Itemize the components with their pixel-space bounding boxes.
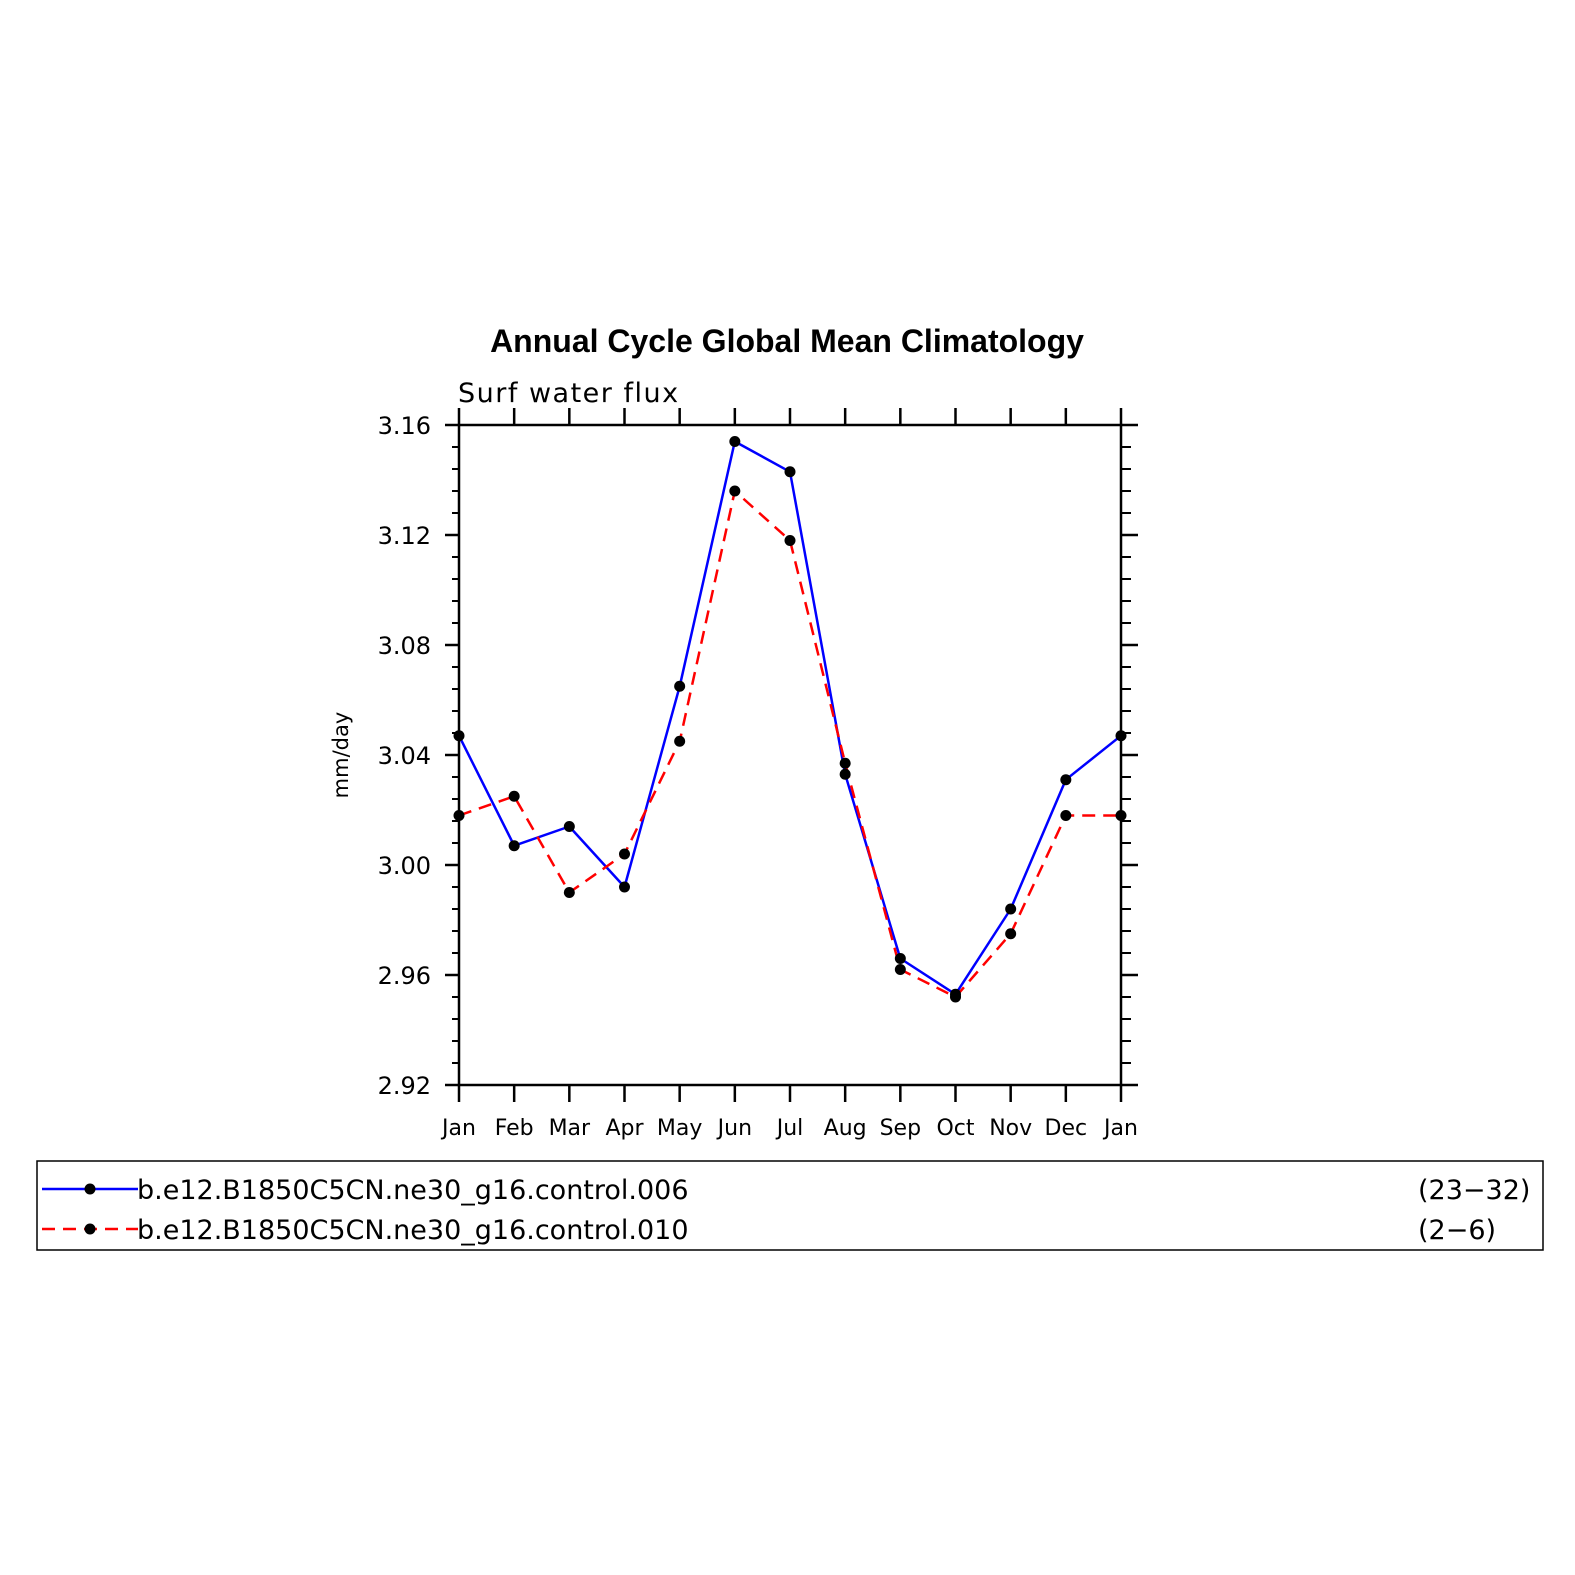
series-1-point: [784, 466, 796, 478]
series-2-point: [950, 991, 961, 1003]
y-axis-label: mm/day: [329, 712, 353, 799]
y-tick-label: 3.04: [378, 742, 431, 770]
x-tick-label: May: [657, 1116, 702, 1141]
series-1-point: [729, 436, 741, 447]
series-2-point: [563, 887, 575, 898]
legend-marker-1: [84, 1183, 96, 1195]
legend-marker-2: [84, 1223, 96, 1235]
legend-box: [36, 1160, 1544, 1251]
x-tick-label: Sep: [880, 1116, 921, 1141]
y-tick-label: 2.96: [378, 962, 431, 990]
series-2-point: [894, 964, 906, 975]
y-tick-label: 3.16: [378, 412, 431, 440]
x-tick-label: Aug: [824, 1116, 867, 1141]
chart-subtitle: Surf water flux: [458, 378, 680, 409]
x-tick-label: Nov: [989, 1116, 1032, 1141]
axis-ticks: [445, 408, 1138, 1102]
series-lines: [457, 440, 1122, 999]
x-tick-label: Feb: [495, 1116, 534, 1141]
series-1-point: [674, 680, 686, 692]
x-tick-label: Jan: [1102, 1116, 1138, 1141]
plot-frame: [457, 423, 1123, 1087]
series-2-point: [674, 735, 686, 747]
series-1-point: [894, 953, 906, 964]
tick-labels: 2.92 2.96 3.00 3.04 3.08 3.12 3.16 Jan Feb Mar Apr…: [378, 412, 1138, 1141]
x-tick-label: Jul: [775, 1116, 804, 1141]
legend-years-2: (2−6): [1418, 1215, 1496, 1246]
series-line-2: [458, 489, 1121, 999]
series-1-point: [619, 881, 630, 893]
legend-years-1: (23−32): [1418, 1175, 1530, 1206]
legend: b.e12.B1850C5CN.ne30_g16.control.006 (23−…: [42, 1175, 1530, 1246]
x-tick-label: Jan: [440, 1116, 476, 1141]
series-1-point: [839, 768, 851, 780]
y-tick-label: 3.12: [378, 522, 431, 550]
x-tick-label: Mar: [549, 1116, 591, 1141]
x-tick-label: Jun: [716, 1116, 752, 1141]
series-2-point: [619, 848, 630, 860]
legend-label-1: b.e12.B1850C5CN.ne30_g16.control.006: [137, 1175, 689, 1206]
legend-label-2: b.e12.B1850C5CN.ne30_g16.control.010: [137, 1215, 689, 1246]
series-1-point: [1005, 903, 1017, 915]
x-tick-label: Oct: [936, 1116, 974, 1141]
series-2-point: [1005, 928, 1017, 940]
series-2-point: [1060, 810, 1072, 821]
x-tick-label: Apr: [605, 1116, 644, 1141]
chart-title: Annual Cycle Global Mean Climatology: [490, 323, 1084, 359]
series-2-point: [784, 535, 796, 546]
y-tick-label: 3.08: [378, 632, 431, 660]
series-2-point: [729, 485, 741, 497]
series-1-point: [508, 840, 520, 852]
series-2-point: [839, 757, 851, 769]
x-tick-label: Dec: [1045, 1116, 1088, 1141]
series-points: [453, 436, 1127, 1003]
series-2-point: [508, 790, 520, 802]
y-tick-label: 3.00: [378, 852, 431, 880]
series-1-point: [563, 821, 575, 832]
series-1-point: [1060, 774, 1072, 786]
y-tick-label: 2.92: [378, 1072, 431, 1100]
